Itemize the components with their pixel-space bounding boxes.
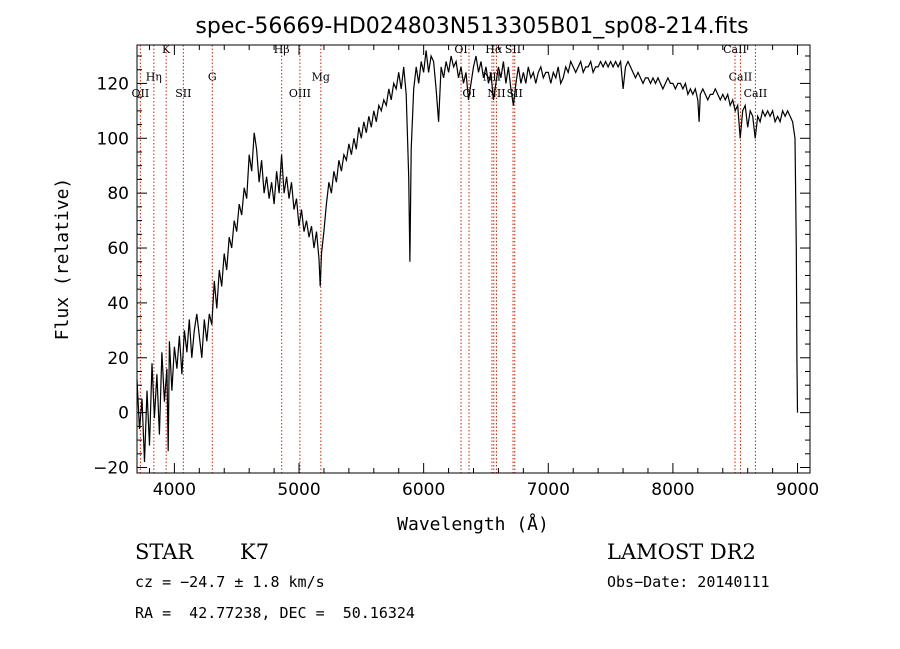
x-axis-label: Wavelength (Å) bbox=[397, 513, 549, 535]
x-tick-label: 6000 bbox=[402, 480, 445, 500]
x-tick-label: 7000 bbox=[527, 480, 570, 500]
y-tick-label: 60 bbox=[107, 239, 129, 259]
line-label: OIII bbox=[289, 87, 311, 100]
redshift-cz: cz = −24.7 ± 1.8 km/s bbox=[135, 573, 325, 591]
survey-name: LAMOST DR2 bbox=[607, 540, 756, 564]
chart-title: spec-56669-HD024803N513305B01_sp08-214.f… bbox=[195, 14, 748, 39]
line-label: OI bbox=[454, 43, 467, 56]
spectral-line-markers bbox=[139, 45, 756, 473]
x-tick-label: 5000 bbox=[277, 480, 320, 500]
line-label: SII bbox=[175, 87, 191, 100]
spectrum-line bbox=[136, 50, 799, 463]
line-label: K bbox=[162, 43, 171, 56]
object-subclass: K7 bbox=[240, 540, 270, 564]
y-tick-label: 20 bbox=[107, 349, 129, 369]
line-label: CaII bbox=[729, 71, 753, 84]
line-label: OII bbox=[132, 87, 150, 100]
y-axis-label: Flux (relative) bbox=[52, 178, 73, 341]
y-tick-label: 120 bbox=[97, 74, 129, 94]
y-tick-label: −20 bbox=[93, 459, 129, 479]
object-class: STAR bbox=[135, 540, 194, 564]
line-label: SII bbox=[505, 43, 521, 56]
line-label: Hβ bbox=[274, 43, 290, 56]
coordinates: RA = 42.77238, DEC = 50.16324 bbox=[135, 604, 415, 622]
y-tick-label: 100 bbox=[97, 129, 129, 149]
line-label: CaII bbox=[723, 43, 747, 56]
line-label: G bbox=[208, 71, 217, 84]
line-label: Hη bbox=[146, 71, 162, 84]
plot-frame bbox=[136, 44, 811, 474]
y-tick-label: 0 bbox=[118, 404, 129, 424]
observation-date: Obs−Date: 20140111 bbox=[607, 573, 770, 591]
x-tick-label: 9000 bbox=[776, 480, 819, 500]
y-tick-label: 40 bbox=[107, 294, 129, 314]
line-label: NII bbox=[487, 87, 505, 100]
x-tick-label: 8000 bbox=[651, 480, 694, 500]
line-label: CaII bbox=[744, 87, 768, 100]
y-tick-label: 80 bbox=[107, 184, 129, 204]
line-label: Mg bbox=[312, 71, 330, 84]
x-tick-label: 4000 bbox=[153, 480, 196, 500]
x-axis-ticks: 4000 5000 6000 7000 8000 9000 bbox=[148, 45, 819, 500]
y-axis-ticks: −20 0 20 40 60 80 100 120 bbox=[93, 55, 810, 479]
